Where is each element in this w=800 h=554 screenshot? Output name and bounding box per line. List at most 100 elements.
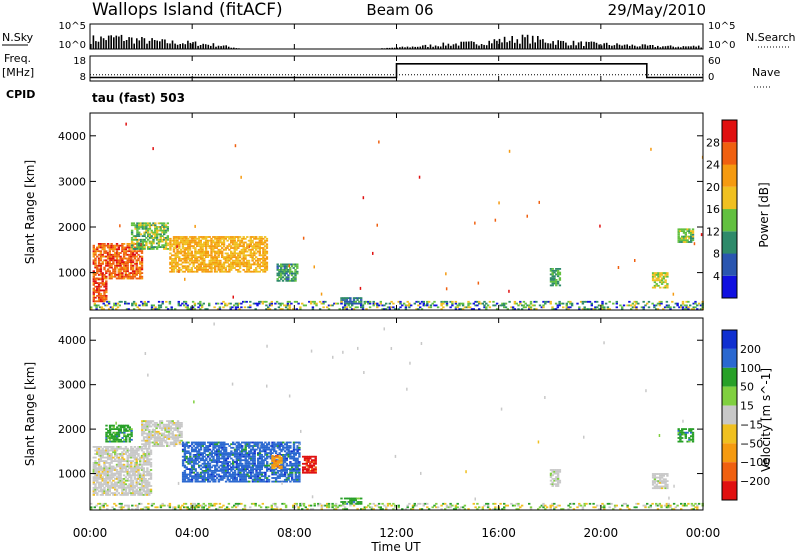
heatmap-cell: [210, 254, 213, 257]
heatmap-cell: [256, 304, 259, 307]
heatmap-cell: [137, 449, 140, 452]
heatmap-cell: [119, 272, 122, 274]
heatmap-cell: [191, 308, 195, 310]
heatmap-cell: [130, 488, 133, 491]
heatmap-cell: [146, 492, 149, 494]
heatmap-cell: [213, 259, 217, 262]
heatmap-cell: [567, 300, 570, 303]
colorbar-frame: [721, 119, 738, 299]
heatmap-cell: [225, 304, 229, 307]
heatmap-cell: [183, 452, 187, 454]
heatmap-cell: [108, 490, 111, 493]
heatmap-cell: [266, 470, 269, 472]
heatmap-cell: [148, 488, 151, 491]
heatmap-cell: [660, 283, 664, 285]
heatmap-cell: [131, 252, 135, 254]
heatmap-cell: [138, 238, 141, 241]
heatmap-cell: [97, 481, 101, 484]
heatmap-cell: [635, 302, 638, 305]
heatmap-cell: [99, 300, 103, 303]
heatmap-cell: [166, 227, 169, 230]
heatmap-cell: [166, 242, 169, 245]
heatmap-cell: [662, 277, 665, 280]
heatmap-cell: [298, 452, 301, 454]
heatmap-cell: [551, 306, 554, 309]
heatmap-cell: [262, 265, 265, 268]
heatmap-cell: [356, 297, 359, 299]
heatmap-cell: [201, 252, 204, 255]
heatmap-cell: [148, 483, 151, 486]
heatmap-cell: [224, 446, 228, 449]
heatmap-cell: [234, 144, 237, 148]
heatmap-cell: [126, 458, 129, 461]
heatmap-cell: [169, 241, 172, 244]
heatmap-cell: [285, 443, 288, 446]
heatmap-cell: [97, 470, 101, 473]
heatmap-cell: [142, 463, 145, 466]
heatmap-cell: [212, 471, 215, 474]
heatmap-cell: [122, 257, 126, 260]
heatmap-cell: [233, 248, 236, 251]
heatmap-cell: [126, 479, 129, 482]
heatmap-cell: [175, 423, 178, 426]
heatmap-cell: [194, 224, 196, 228]
heatmap-cell: [138, 304, 141, 307]
heatmap-cell: [219, 252, 222, 255]
heatmap-cell: [263, 248, 267, 251]
heatmap-cell: [185, 248, 188, 251]
heatmap-cell: [273, 450, 276, 453]
heatmap-cell: [343, 306, 347, 309]
heatmap-cell: [256, 258, 260, 260]
heatmap-cell: [528, 308, 531, 310]
heatmap-cell: [241, 441, 244, 444]
heatmap-cell: [112, 255, 115, 258]
heatmap-cell: [553, 308, 556, 310]
heatmap-cell: [130, 428, 133, 430]
heatmap-cell: [251, 475, 255, 478]
heatmap-cell: [684, 235, 687, 238]
heatmap-cell: [230, 452, 233, 454]
heatmap-cell: [242, 261, 245, 264]
heatmap-cell: [233, 250, 236, 253]
heatmap-cell: [285, 477, 288, 479]
heatmap-cell: [260, 471, 263, 474]
heatmap-cell: [198, 455, 201, 458]
heatmap-cell: [199, 258, 202, 260]
heatmap-cell: [115, 259, 119, 262]
nsky-bar: [557, 40, 559, 49]
heatmap-cell: [251, 241, 254, 244]
heatmap-cell: [303, 459, 307, 462]
heatmap-cell: [133, 272, 137, 274]
heatmap-cell: [226, 470, 229, 472]
heatmap-cell: [238, 243, 242, 246]
nsky-bar: [560, 40, 562, 49]
heatmap-cell: [183, 259, 186, 262]
heatmap-cell: [185, 254, 188, 257]
heatmap-cell: [238, 252, 242, 255]
heatmap-cell: [135, 492, 138, 494]
heatmap-cell: [183, 477, 187, 479]
heatmap-cell: [119, 481, 122, 484]
heatmap-cell: [555, 485, 558, 487]
heatmap-cell: [210, 258, 213, 260]
heatmap-cell: [267, 452, 271, 454]
heatmap-cell: [688, 241, 691, 243]
heatmap-cell: [264, 457, 267, 460]
heatmap-cell: [303, 455, 307, 458]
heatmap-cell: [217, 478, 221, 481]
heatmap-cell: [99, 255, 103, 258]
heatmap-cell: [233, 480, 237, 483]
heatmap-cell: [97, 460, 101, 462]
heatmap-cell: [183, 300, 186, 303]
heatmap-cell: [144, 443, 148, 446]
heatmap-cell: [117, 478, 120, 480]
heatmap-cell: [217, 239, 220, 242]
heatmap-cell: [431, 302, 434, 305]
heatmap-cell: [203, 441, 206, 444]
heatmap-cell: [232, 461, 235, 463]
heatmap-cell: [262, 263, 265, 266]
heatmap-cell: [262, 269, 265, 271]
heatmap-cell: [210, 245, 213, 247]
heatmap-cell: [555, 284, 558, 287]
nsky-bar: [220, 46, 222, 49]
